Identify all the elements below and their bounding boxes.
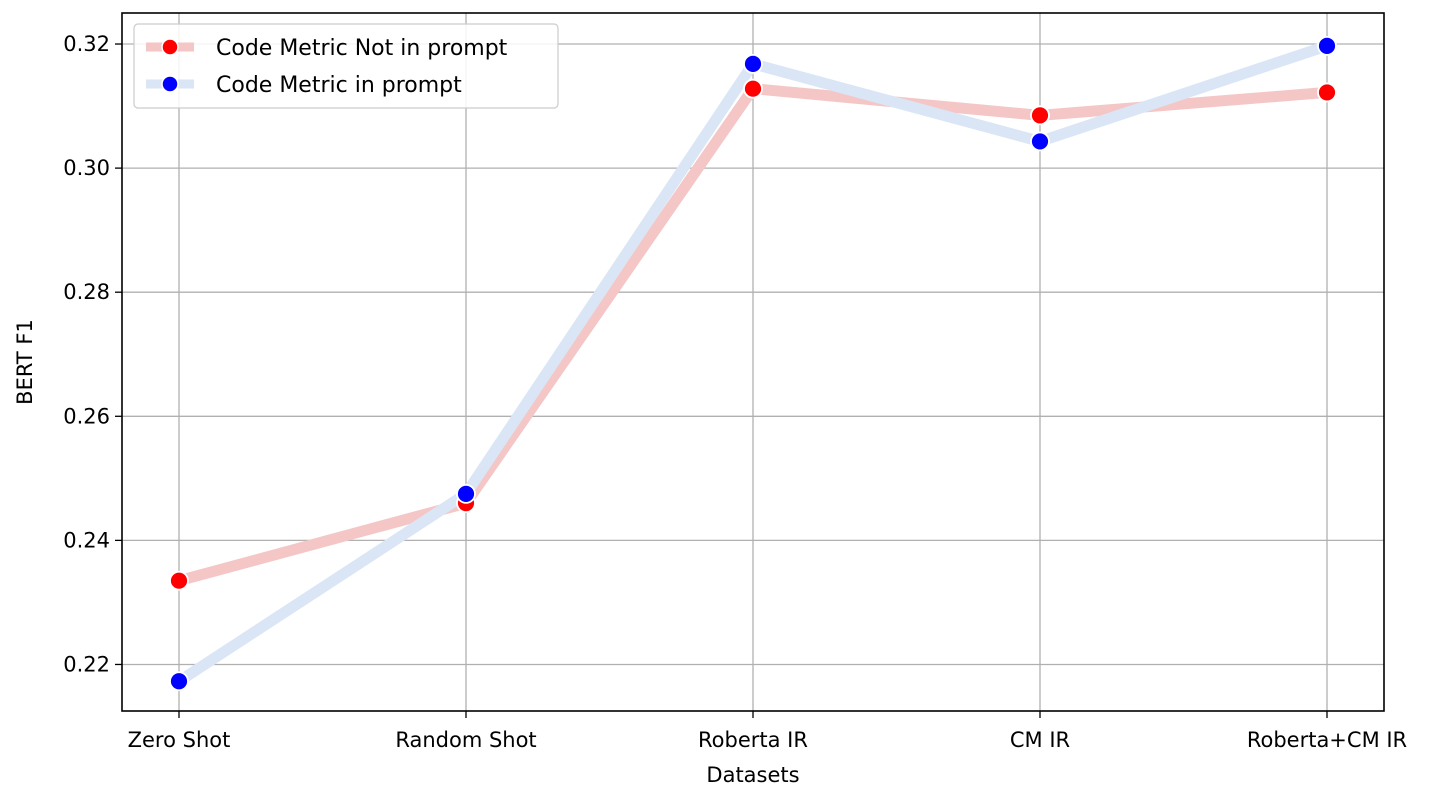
legend-marker-in-prompt — [161, 75, 179, 93]
y-tick-label: 0.24 — [63, 528, 110, 552]
y-tick-label: 0.30 — [63, 156, 110, 180]
data-point-not-in-prompt — [169, 570, 189, 591]
data-markers — [169, 35, 1337, 692]
y-tick-label: 0.22 — [63, 652, 110, 676]
y-tick-label: 0.28 — [63, 280, 110, 304]
y-tick-label: 0.32 — [63, 32, 110, 56]
legend-label-not-in-prompt: Code Metric Not in prompt — [216, 36, 508, 61]
x-axis-label: Datasets — [706, 763, 799, 787]
x-tick-label: Random Shot — [395, 728, 536, 752]
legend-label-in-prompt: Code Metric in prompt — [216, 73, 462, 98]
data-point-not-in-prompt — [743, 78, 763, 99]
y-axis-ticks: 0.22 0.24 0.26 0.28 0.30 0.32 — [63, 32, 122, 676]
legend-marker-not-in-prompt — [161, 38, 179, 56]
data-point-not-in-prompt — [1317, 82, 1337, 103]
data-point-in-prompt — [456, 483, 476, 504]
data-point-not-in-prompt — [1030, 105, 1050, 126]
x-tick-label: Roberta IR — [698, 728, 808, 752]
data-point-in-prompt — [743, 53, 763, 74]
x-axis-ticks: Zero Shot Random Shot Roberta IR CM IR Rober… — [128, 711, 1407, 752]
y-tick-label: 0.26 — [63, 404, 110, 428]
data-point-in-prompt — [1030, 131, 1050, 152]
legend-frame — [133, 23, 559, 109]
x-tick-label: Zero Shot — [128, 728, 231, 752]
x-tick-label: CM IR — [1010, 728, 1070, 752]
legend: Code Metric Not in prompt Code Metric in… — [133, 23, 559, 109]
x-tick-label: Roberta+CM IR — [1247, 728, 1407, 752]
data-point-in-prompt — [1317, 35, 1337, 56]
y-axis-label: BERT F1 — [13, 319, 37, 405]
data-point-in-prompt — [169, 671, 189, 692]
grid-lines — [122, 13, 1384, 711]
